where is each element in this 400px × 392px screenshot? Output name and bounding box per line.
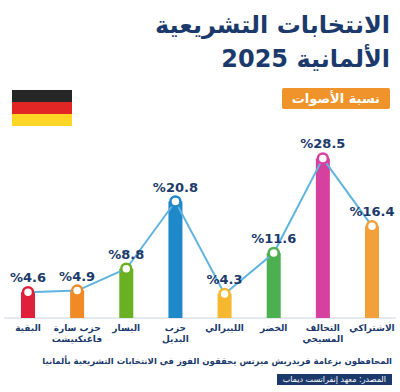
marker [72, 286, 82, 296]
category-label: الليبرالي [200, 323, 250, 334]
marker [318, 153, 328, 163]
category-label: التحالف المسيحي [298, 323, 348, 345]
marker [121, 264, 131, 274]
marker [23, 287, 33, 297]
category-label: اليسار [101, 323, 151, 334]
subtitle: نسبة الأصوات [282, 88, 390, 109]
category-label: الخضر [249, 323, 299, 334]
marker [367, 221, 377, 231]
flag-stripe [12, 90, 72, 102]
title: الانتخابات التشريعية الألمانية 2025 [110, 8, 390, 76]
bar [267, 253, 281, 318]
marker [269, 248, 279, 258]
data-label: %28.5 [300, 136, 345, 151]
marker [170, 197, 180, 207]
data-label: %4.6 [10, 270, 46, 285]
marks [21, 153, 379, 318]
source: المصدر: معهد إنفراتست ديماب [277, 374, 392, 385]
data-label: %20.8 [153, 180, 198, 195]
marker [220, 289, 230, 299]
flag-stripe [12, 102, 72, 114]
category-label: حزب البديل [150, 323, 200, 345]
data-label: %4.3 [207, 272, 243, 287]
caption: المحافظون بزعامة فريدريش ميرتس يحققون ال… [8, 356, 392, 366]
category-label: البقية [3, 323, 53, 334]
baseline [4, 318, 396, 319]
category-label: الاشتراكي [347, 323, 397, 334]
connector-line [28, 158, 372, 294]
bar [316, 158, 330, 318]
data-label: %16.4 [349, 204, 394, 219]
bar [365, 226, 379, 318]
bar [119, 269, 133, 318]
data-label: %8.8 [108, 247, 144, 262]
category-label: حزب سارة فاغنكنيشت [52, 323, 102, 345]
data-label: %4.9 [59, 269, 95, 284]
data-label: %11.6 [251, 231, 296, 246]
bar [168, 202, 182, 318]
flag-stripe [12, 114, 72, 126]
